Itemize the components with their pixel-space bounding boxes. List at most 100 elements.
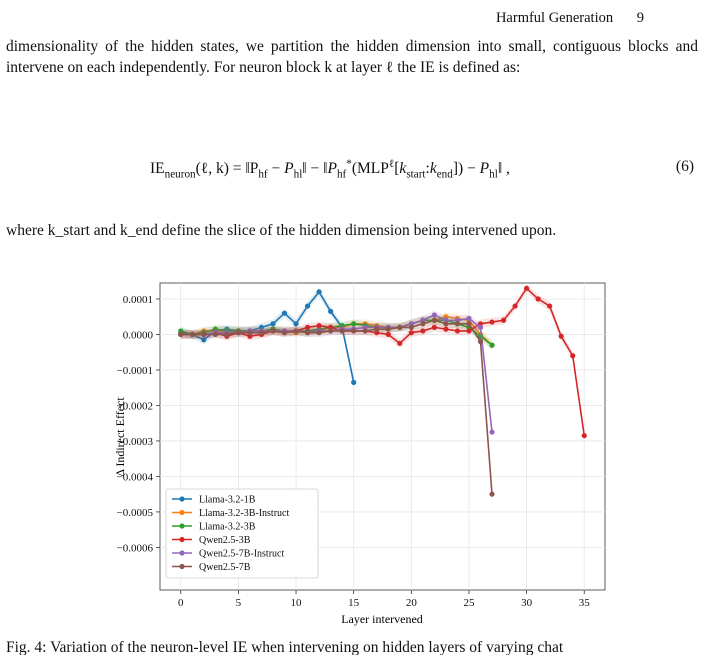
data-point (212, 331, 218, 338)
page-number: 9 (636, 10, 644, 26)
data-point (362, 328, 368, 334)
data-point (351, 321, 357, 327)
data-point (304, 330, 311, 336)
y-tick-label: −0.0002 (117, 400, 153, 412)
y-tick-label: −0.0003 (117, 436, 154, 448)
x-tick-label: 10 (291, 597, 303, 609)
equation-args: (ℓ, k) = ‖P (195, 160, 259, 178)
data-point (374, 326, 380, 332)
x-tick-label: 35 (579, 597, 591, 609)
data-point (201, 337, 207, 343)
data-point (570, 353, 576, 359)
legend-swatch-marker (179, 550, 185, 556)
data-point (489, 491, 495, 497)
data-point (224, 331, 230, 338)
legend-box (165, 488, 319, 579)
data-point (466, 321, 472, 327)
line-chart: 0 5 10 15 20 25 30 35 0.0001 0.0000 −0.0001 −0.0002… (113, 282, 606, 626)
data-point (443, 326, 449, 332)
y-tick-label: 0.0001 (123, 294, 153, 306)
data-point (500, 317, 507, 323)
data-point (339, 328, 345, 334)
data-point (431, 317, 437, 323)
equation-6: IEneuron(ℓ, k) = ‖Phf − Phl‖ − ‖Phf*(MLP… (0, 158, 704, 186)
data-point (281, 310, 288, 316)
data-point (466, 328, 472, 334)
series-layer (178, 284, 587, 499)
equation-lhs-sub: neuron (164, 168, 196, 181)
data-point (270, 328, 276, 334)
data-point (328, 308, 334, 314)
legend-swatch-marker (179, 509, 185, 516)
y-tick-label: −0.0005 (117, 507, 154, 519)
data-point (431, 312, 437, 318)
x-axis-label: Layer intervened (341, 612, 423, 626)
data-point (304, 324, 311, 330)
data-point (420, 328, 426, 334)
data-point (328, 328, 334, 334)
data-point (477, 324, 484, 330)
equation-lhs: IE (150, 160, 165, 178)
data-point (489, 429, 495, 435)
x-tick-label: 15 (348, 597, 360, 609)
figure-caption: Fig. 4: Variation of the neuron-level IE… (6, 639, 564, 655)
data-point (397, 340, 403, 346)
data-point (293, 321, 299, 327)
y-tick-label: 0.0000 (123, 329, 154, 341)
series-line (180, 319, 493, 346)
data-point (316, 289, 322, 295)
data-point (235, 330, 241, 336)
data-point (316, 330, 322, 336)
running-head: Harmful Generation 9 (496, 10, 644, 27)
data-point (351, 328, 357, 334)
data-point (489, 319, 495, 325)
data-point (189, 331, 195, 338)
data-point (477, 338, 484, 345)
data-point (293, 328, 299, 334)
legend-entry-label: Llama-3.2-3B (199, 522, 256, 533)
data-point (408, 330, 414, 336)
running-head-title: Harmful Generation (495, 10, 614, 26)
data-point (454, 328, 461, 334)
y-tick-label: −0.0006 (117, 542, 154, 554)
data-point (443, 321, 449, 327)
legend-swatch-marker (179, 563, 185, 570)
data-point (512, 303, 518, 309)
data-point (385, 326, 391, 332)
legend-swatch-marker (179, 536, 185, 543)
equation-body: IEneuron(ℓ, k) = ‖Phf − Phl‖ − ‖Phf*(MLP… (150, 158, 510, 181)
data-point (466, 315, 472, 322)
x-tick-label: 25 (463, 597, 475, 609)
data-point (581, 433, 587, 439)
y-axis-label: Δ Indirect Effect (113, 397, 127, 477)
data-point (258, 330, 265, 336)
data-point (489, 342, 495, 348)
body-paragraph-2: where k_start and k_end define the slice… (6, 222, 557, 239)
body-paragraph-1: dimensionality of the hidden states, we … (6, 38, 698, 76)
x-tick-label: 0 (178, 597, 184, 609)
data-point (281, 330, 288, 336)
data-point (201, 331, 207, 338)
legend-entry-label: Qwen2.5-7B-Instruct (199, 549, 284, 560)
figure-neuron-ie-chart: 0 5 10 15 20 25 30 35 0.0001 0.0000 −0.0001 −0.0002… (110, 275, 620, 635)
series-qwen2-5-7b (178, 316, 495, 499)
data-point (397, 324, 403, 330)
legend: Llama-3.2-1B Llama-3.2-3B-Instruct Llama-3… (165, 488, 319, 579)
data-point (247, 330, 253, 336)
x-tick-label: 20 (406, 597, 418, 609)
tick-layer: 0 5 10 15 20 25 30 35 0.0001 0.0000 −0.0001 −0.0002… (117, 294, 591, 609)
x-tick-label: 5 (236, 597, 242, 609)
x-tick-label: 30 (521, 597, 533, 609)
data-point (454, 321, 461, 327)
data-point (178, 331, 184, 338)
series-line (180, 319, 493, 495)
series-line (180, 290, 355, 383)
data-point (535, 296, 541, 302)
equation-number: (6) (675, 158, 694, 175)
legend-swatch-marker (179, 523, 185, 529)
data-point (431, 324, 437, 330)
y-tick-label: −0.0001 (117, 365, 153, 377)
data-point (420, 321, 426, 327)
legend-entry-label: Qwen2.5-7B (199, 562, 251, 573)
legend-entry-label: Llama-3.2-1B (199, 495, 256, 506)
